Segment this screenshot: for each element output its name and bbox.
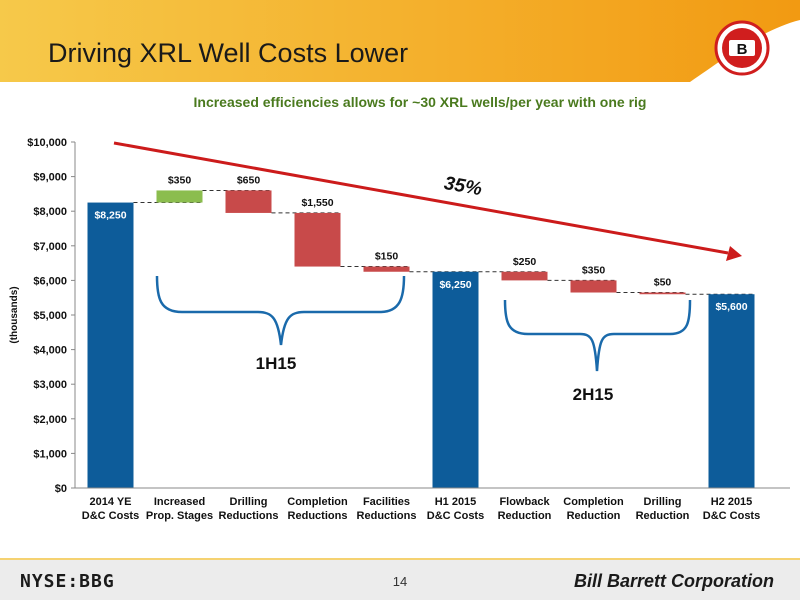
y-tick-label: $2,000 [33, 414, 67, 426]
x-tick-label: Increased Prop. Stages [146, 496, 213, 522]
group-label-2h15: 2H15 [573, 385, 614, 404]
total-bar [87, 202, 134, 489]
x-tick-label: Facilities Reductions [357, 496, 417, 522]
x-tick-label: H2 2015 D&C Costs [703, 496, 760, 522]
company-logo: B [714, 20, 770, 76]
value-label: $250 [513, 256, 537, 268]
x-tick-label: Drilling Reductions [219, 496, 279, 522]
decrease-bar [501, 271, 548, 281]
value-label: $650 [237, 174, 261, 186]
value-label: $150 [375, 251, 399, 263]
group-label-1h15: 1H15 [256, 354, 297, 373]
footer-divider [0, 558, 800, 560]
footer-bar [0, 560, 800, 600]
value-labels: $8,250 $350 $650 $1,550 $150 $6,250 $250 $350 $5… [94, 174, 747, 313]
stock-ticker: NYSE:BBG [20, 571, 115, 592]
value-label: $8,250 [94, 210, 126, 222]
x-tick-label: Completion Reductions [287, 496, 348, 522]
decrease-bar [225, 190, 272, 213]
y-tick-label: $0 [55, 483, 67, 495]
annotations: 35% 1H15 2H15 [113, 141, 742, 404]
y-tick-label: $6,000 [33, 275, 67, 287]
y-tick-label: $3,000 [33, 379, 67, 391]
trend-label: 35% [442, 173, 483, 200]
bars [87, 190, 755, 489]
x-tick-label: Flowback Reduction [498, 496, 552, 522]
increase-bar [156, 190, 203, 203]
x-tick-label: H1 2015 D&C Costs [427, 496, 484, 522]
y-tick-label: $1,000 [33, 448, 67, 460]
brace-1h15 [155, 275, 406, 346]
total-bar [432, 271, 479, 488]
value-label: $50 [654, 277, 672, 289]
x-tick-label: Drilling Reduction [636, 496, 690, 522]
decrease-bar [639, 292, 686, 295]
x-tick-label: Completion Reduction [563, 496, 624, 522]
page-number: 14 [392, 574, 408, 589]
trend-arrow-head [726, 246, 742, 261]
chart-subtitle: Increased efficiencies allows for ~30 XR… [193, 94, 647, 110]
logo-letter: B [737, 41, 748, 58]
total-bar [708, 294, 755, 488]
y-tick-label: $9,000 [33, 172, 67, 184]
decrease-bar [570, 280, 617, 293]
y-tick-label: $4,000 [33, 345, 67, 357]
y-tick-label: $5,000 [33, 310, 67, 322]
decrease-bar [294, 212, 341, 267]
y-axis: $0 $1,000 $2,000 $3,000 $4,000 $5,000 $6,000 $7… [9, 137, 76, 495]
value-label: $6,250 [439, 279, 471, 291]
value-label: $350 [582, 264, 606, 276]
trend-arrow-line [113, 141, 729, 255]
y-tick-label: $7,000 [33, 241, 67, 253]
y-axis-title: (thousands) [9, 286, 20, 343]
x-tick-label: 2014 YE D&C Costs [82, 496, 139, 522]
header-band [0, 0, 800, 82]
value-label: $1,550 [301, 197, 333, 209]
company-name: Bill Barrett Corporation [573, 571, 774, 591]
y-tick-label: $10,000 [27, 137, 67, 149]
value-label: $350 [168, 174, 192, 186]
value-label: $5,600 [715, 301, 747, 313]
decrease-bar [363, 266, 410, 272]
y-tick-label: $8,000 [33, 206, 67, 218]
brace-2h15 [503, 299, 692, 372]
slide-title: Driving XRL Well Costs Lower [48, 38, 409, 68]
